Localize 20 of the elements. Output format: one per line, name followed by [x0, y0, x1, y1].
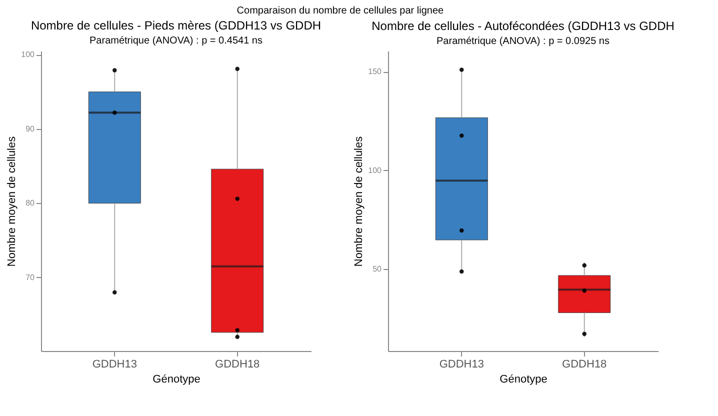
chart-title: Nombre de cellules - Autofécondées (GDDH13 vs GDDH — [372, 19, 674, 33]
y-tick-label: 80 — [26, 198, 36, 208]
x-tick-label: GDDH13 — [92, 358, 137, 370]
y-tick-label: 90 — [26, 124, 36, 134]
x-tick-label: GDDH13 — [439, 358, 484, 370]
x-axis-title: Génotype — [152, 374, 200, 386]
x-tick-label: GDDH18 — [562, 358, 607, 370]
chart-title: Nombre de cellules - Pieds mères (GDDH13 vs GDDH — [30, 18, 322, 33]
y-tick-label: 100 — [368, 166, 382, 175]
y-tick-label: 50 — [372, 264, 382, 274]
x-axis-title: Génotype — [500, 374, 548, 386]
y-axis-title: Nombre moyen de cellules — [6, 136, 18, 267]
text: Comparaison du nombre de cellules par lignee — [236, 6, 444, 17]
x-tick-label: GDDH18 — [215, 358, 260, 370]
chart-subtitle: Paramétrique (ANOVA) : p = 0.0925 ns — [436, 36, 610, 47]
y-tick-label: 100 — [21, 50, 36, 60]
y-axis-title: Nombre moyen de cellules — [353, 136, 366, 267]
y-tick-label: 150 — [368, 67, 382, 76]
y-tick-label: 70 — [26, 272, 36, 282]
chart-subtitle: Paramétrique (ANOVA) : p = 0.4541 ns — [90, 36, 262, 47]
